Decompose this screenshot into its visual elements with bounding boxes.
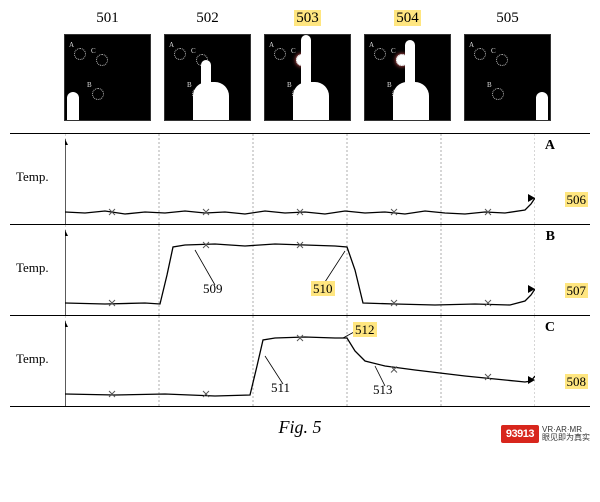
thumbnail-label: 503 — [294, 10, 321, 26]
thumbnail-image: ACB — [364, 34, 451, 121]
y-axis-label: Temp. — [16, 169, 49, 185]
thumbnail-image: ACB — [164, 34, 251, 121]
watermark-logo: 93913 — [501, 425, 539, 443]
watermark-line2: 眼见即为真实 — [542, 434, 590, 442]
panel-letter: C — [545, 320, 555, 336]
y-axis-label: Temp. — [16, 260, 49, 276]
charts-area: Temp. A 506 Temp. B 509 510 507 Temp. C 511 512 513 5… — [10, 133, 590, 407]
panel-letter: B — [546, 229, 555, 245]
thumbnail-502: 502 ACB — [160, 10, 255, 121]
thumbnail-label: 502 — [196, 10, 219, 26]
thumbnail-image: ACB — [64, 34, 151, 121]
annotation-512: 512 — [353, 322, 377, 338]
thumbnail-image: ACB — [464, 34, 551, 121]
annotation-509: 509 — [203, 281, 223, 297]
watermark: 93913 VR·AR·MR 眼见即为真实 — [501, 425, 590, 443]
y-axis-label: Temp. — [16, 351, 49, 367]
thumbnail-image: ACB — [264, 34, 351, 121]
annotation-510: 510 — [311, 281, 335, 297]
panel-right-label: 506 — [565, 192, 589, 208]
thumbnail-row: 501 ACB 502 ACB 503 ACB 504 ACB 505 ACB — [10, 10, 590, 121]
annotation-511: 511 — [271, 380, 290, 396]
thumbnail-label: 501 — [96, 10, 119, 26]
panel-right-label: 508 — [565, 374, 589, 390]
annotation-513: 513 — [373, 382, 393, 398]
panel-letter: A — [545, 138, 555, 154]
thumbnail-label: 505 — [496, 10, 519, 26]
panel-right-label: 507 — [565, 283, 589, 299]
thumbnail-505: 505 ACB — [460, 10, 555, 121]
thumbnail-label: 504 — [394, 10, 421, 26]
chart-panel-A: Temp. A 506 — [10, 134, 590, 225]
thumbnail-504: 504 ACB — [360, 10, 455, 121]
chart-panel-B: Temp. B 509 510 507 — [10, 225, 590, 316]
chart-panel-C: Temp. C 511 512 513 508 — [10, 316, 590, 407]
figure-container: 501 ACB 502 ACB 503 ACB 504 ACB 505 ACB Temp. A 506… — [10, 10, 590, 438]
thumbnail-501: 501 ACB — [60, 10, 155, 121]
thumbnail-503: 503 ACB — [260, 10, 355, 121]
